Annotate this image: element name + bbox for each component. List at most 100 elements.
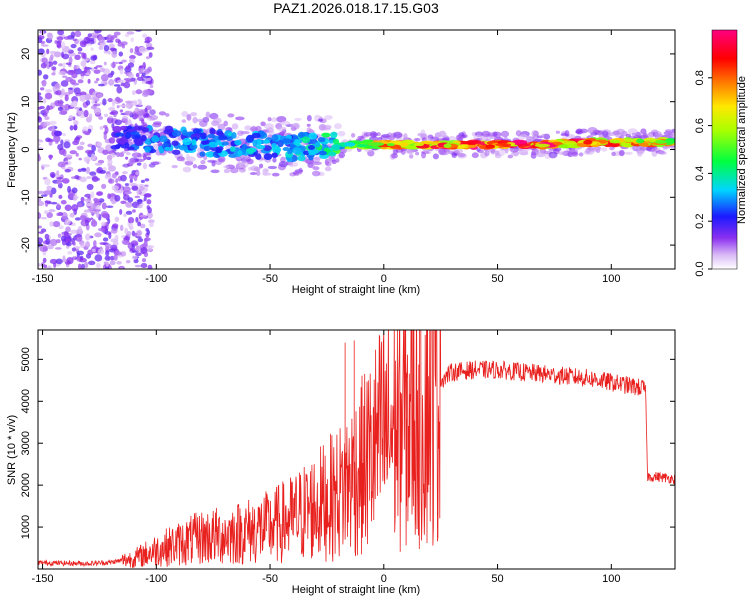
spectrogram-cell [38,48,45,55]
spectrogram-cell [325,161,332,167]
spectrogram-cell [314,142,321,148]
spectrogram-cell [172,149,181,155]
spectrogram-cell [44,178,51,186]
spectrogram-cell [132,90,136,96]
spectrogram-cell [73,120,79,126]
spectrogram-cell [87,143,93,148]
spectrogram-cell [89,59,96,65]
spectrogram-cell [536,151,546,158]
spectrogram-cell [181,119,187,123]
spectrogram-cell [364,148,372,152]
spectrogram-cell [312,161,322,166]
spectrogram-cell [106,34,113,42]
spectrogram-ytick-label: 20 [20,48,32,60]
spectrogram-cell [645,146,652,152]
spectrogram-cell [103,61,107,66]
spectrogram-cell [119,266,124,269]
spectrogram-cell [301,136,311,144]
spectrogram-cell [85,241,91,248]
spectrogram-cell [134,195,141,199]
spectrogram-cell [53,130,62,137]
spectrogram-cell [65,76,73,82]
spectrogram-cell [95,78,100,81]
spectrogram-cell [148,52,153,58]
spectrogram-cell [111,50,118,58]
spectrogram-cell [144,68,150,75]
spectrogram-cell [407,150,415,155]
spectrogram-cell [79,176,87,183]
spectrogram-cell [62,133,66,137]
spectrogram-cell [118,61,123,65]
spectrogram-cell [52,220,61,228]
spectrogram-cell [108,115,113,119]
spectrogram-cell [231,123,239,130]
spectrogram-cell [534,143,551,148]
snr-xtick-label: 0 [381,573,387,585]
spectrogram-cell [200,159,206,165]
spectrogram-cell [144,193,152,198]
spectrogram-cell [85,166,91,174]
spectrogram-cell [39,87,45,91]
snr-frame [37,329,676,570]
spectrogram-cell [72,100,78,107]
spectrogram-cell [209,128,216,135]
spectrogram-cell [96,141,103,147]
spectrogram-cell [223,165,229,169]
spectrogram-y-axis: -20 -10 0 10 20 [20,48,675,253]
spectrogram-cell [267,117,272,122]
spectrogram-cell [49,193,53,198]
spectrogram-cell [143,251,149,258]
spectrogram-cell [67,250,73,255]
spectrogram-cell [44,92,53,100]
spectrogram-cell [144,186,149,192]
spectrogram-cell [215,147,223,154]
spectrogram-cell [130,77,136,82]
spectrogram-cell [38,262,41,267]
figure-title: PAZ1.2026.018.17.15.G03 [273,0,439,16]
spectrogram-cell [432,153,439,160]
spectrogram-cell [38,95,43,101]
spectrogram-cell [664,129,673,133]
spectrogram-cell [56,176,63,180]
spectrogram-cell [531,130,539,137]
snr-ytick-label: 3000 [20,431,32,455]
spectrogram-cell [149,84,154,89]
spectrogram-cell [306,123,311,127]
spectrogram-cell [42,164,50,168]
spectrogram-cell [73,87,81,95]
spectrogram-cell [196,118,204,123]
spectrogram-cell [272,157,277,163]
spectrogram-cell [88,113,93,121]
spectrogram-cell [302,150,310,156]
spectrogram-cell [245,148,255,154]
spectrogram-cell [135,216,139,223]
spectrogram-cell [68,56,73,64]
spectrogram-cell [86,176,92,180]
spectrogram-cell [147,264,153,269]
spectrogram-cell [70,43,77,49]
spectrogram-cell [151,134,159,143]
spectrogram-cell [108,106,116,112]
spectrogram-cell [46,185,53,191]
spectrogram-cell [111,185,119,191]
spectrogram-cell [84,93,92,101]
spectrogram-cell [90,32,99,37]
spectrogram-cell [331,159,337,165]
spectrogram-cell [171,140,179,146]
spectrogram-cell [46,244,54,250]
spectrogram-cell [107,50,111,55]
spectrogram-cell [249,126,259,132]
spectrogram-cell [113,254,118,261]
spectrogram-cell [327,151,337,157]
spectrogram-cell [244,125,252,131]
spectrogram-cell [271,117,278,123]
spectrogram-cell [120,174,127,182]
spectrogram-cell [262,139,270,144]
spectrogram-cell [116,105,120,109]
spectrogram-cell [129,173,134,180]
snr-ytick-label: 2000 [20,473,32,497]
spectrogram-cell [90,191,95,199]
spectrogram-cell [38,107,43,110]
spectrogram-cell [122,171,128,175]
spectrogram-cell [440,152,449,156]
